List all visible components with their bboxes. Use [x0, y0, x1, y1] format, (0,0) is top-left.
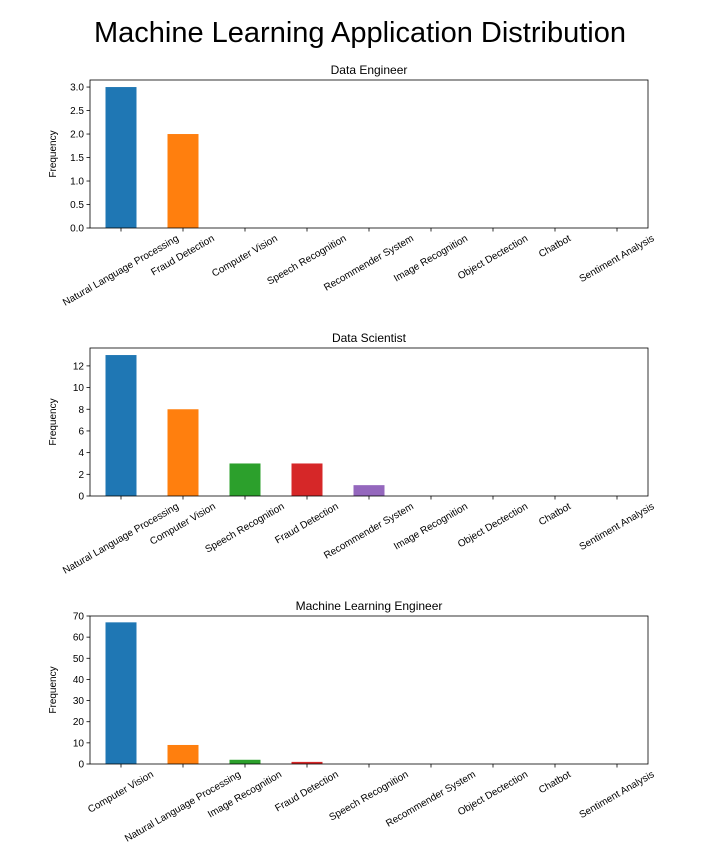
y-tick-label: 1.5 — [70, 153, 84, 164]
y-tick-label: 1.0 — [70, 177, 84, 188]
y-tick-label: 30 — [73, 696, 85, 707]
axes-frame — [89, 615, 649, 765]
x-tick-label: Sentiment Analysis — [578, 233, 657, 285]
y-axis-label: Frequency — [48, 130, 59, 177]
y-tick-label: 2.0 — [70, 130, 84, 141]
y-tick-label: 2.5 — [70, 106, 84, 117]
subplot-title: Machine Learning Engineer — [296, 599, 443, 613]
y-axis-label: Frequency — [48, 398, 59, 445]
x-tick-label: Computer Vision — [148, 501, 217, 547]
bar — [167, 134, 199, 228]
y-tick-label: 10 — [73, 738, 85, 749]
y-tick-label: 4 — [78, 448, 84, 459]
subplot-title: Data Engineer — [331, 63, 408, 77]
y-tick-label: 0 — [78, 492, 84, 503]
x-tick-label: Chatbot — [537, 501, 573, 528]
bar — [229, 759, 261, 764]
x-tick-label: Fraud Detection — [273, 769, 340, 814]
bar — [105, 87, 137, 228]
x-tick-label: Sentiment Analysis — [578, 501, 657, 553]
y-tick-label: 2 — [78, 470, 84, 481]
x-tick-label: Computer Vision — [210, 233, 279, 279]
y-tick-label: 0.0 — [70, 224, 84, 235]
y-tick-label: 70 — [73, 612, 85, 623]
y-tick-label: 6 — [78, 426, 84, 437]
bar — [291, 463, 323, 496]
x-tick-label: Chatbot — [537, 769, 573, 796]
y-tick-label: 0.5 — [70, 200, 84, 211]
y-tick-label: 60 — [73, 633, 85, 644]
subplot-title: Data Scientist — [332, 331, 407, 345]
x-tick-label: Sentiment Analysis — [578, 769, 657, 821]
bar — [105, 355, 137, 496]
y-tick-label: 10 — [73, 383, 85, 394]
bar — [291, 761, 323, 764]
figure-title: Machine Learning Application Distributio… — [94, 17, 626, 49]
x-tick-label: Chatbot — [537, 233, 573, 260]
bar — [353, 485, 385, 496]
bar — [167, 744, 199, 764]
y-tick-label: 3.0 — [70, 83, 84, 94]
bar — [229, 463, 261, 496]
y-tick-label: 20 — [73, 717, 85, 728]
x-tick-label: Image Recognition — [206, 769, 284, 820]
bar — [105, 622, 137, 764]
y-tick-label: 8 — [78, 405, 84, 416]
x-tick-label: Fraud Detection — [149, 233, 216, 278]
y-axis-label: Frequency — [48, 666, 59, 713]
y-tick-label: 12 — [73, 361, 85, 372]
y-tick-label: 0 — [78, 760, 84, 771]
y-tick-label: 40 — [73, 675, 85, 686]
bar — [167, 409, 199, 496]
x-tick-label: Computer Vision — [86, 769, 155, 815]
y-tick-label: 50 — [73, 654, 85, 665]
